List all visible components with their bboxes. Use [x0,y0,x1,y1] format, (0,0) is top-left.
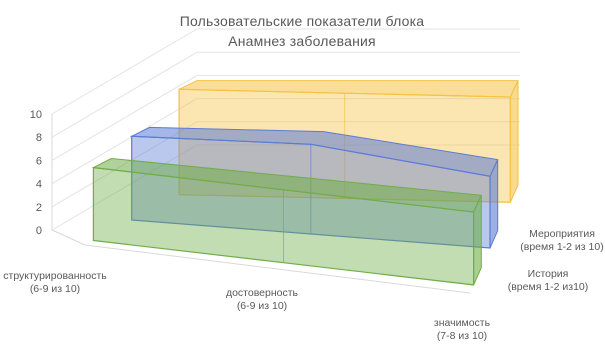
floor-edge-left [51,229,86,246]
gridline [51,98,198,185]
y-tick-label: 0 [36,225,42,237]
x-tick-label: значимость [434,317,491,329]
series-side-face [509,80,519,203]
series-label: (время 1-2 из10) [508,281,589,293]
chart-axes: 0 2 4 6 8 10 [30,28,520,294]
gridline [51,74,198,161]
chart-title-line: Анамнез заболевания [228,33,376,49]
y-tick-label: 10 [30,109,42,121]
chart-title-line: Пользовательские показатели блока [180,13,425,29]
x-tick-label: достоверность [226,287,299,299]
series-side-face [473,195,482,286]
series-label: (время 1-2 из 10) [520,241,603,253]
x-tick-label: (7-8 из 10) [437,330,487,342]
series-band [91,157,483,286]
gridline [51,51,198,138]
x-tick-label: структурированность [3,270,107,282]
y-tick-label: 8 [36,132,42,144]
y-tick-label: 2 [36,202,42,214]
series-side-face [489,159,499,249]
floor-edge-front [84,244,471,294]
gridline [51,28,198,115]
chart-title: Пользовательские показатели блока Анамнез… [180,13,425,49]
series-label: Мероприятия [529,228,595,240]
y-tick-label: 4 [36,179,42,191]
chart-series [91,80,519,286]
series-label: История [528,268,569,280]
x-tick-label: (6-9 из 10) [237,300,287,312]
x-tick-label: (6-9 из 10) [30,283,80,295]
y-tick-label: 6 [36,155,42,167]
chart-labels: структурированность(6-9 из 10) достоверно… [3,228,603,342]
gridline [51,144,198,231]
